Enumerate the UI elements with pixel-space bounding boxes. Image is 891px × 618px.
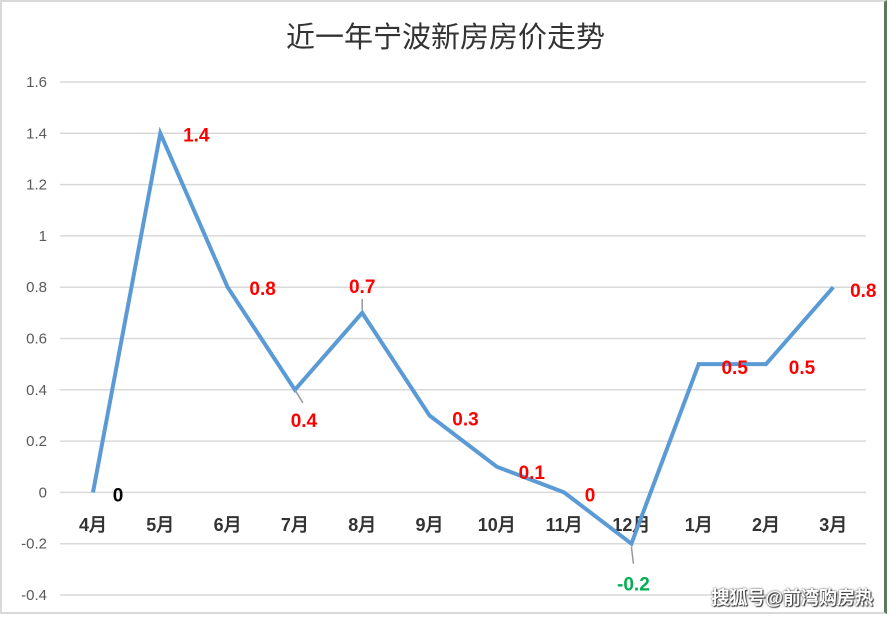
data-label: 1.4 bbox=[183, 125, 210, 146]
data-label: 0 bbox=[585, 485, 596, 506]
data-label: 0.5 bbox=[721, 358, 748, 379]
y-tick-label: 1.4 bbox=[26, 125, 47, 142]
leader-line bbox=[630, 546, 635, 564]
data-label: 0.8 bbox=[249, 279, 275, 300]
y-tick-label: 0.6 bbox=[26, 331, 47, 348]
data-label: 0.3 bbox=[452, 409, 478, 430]
x-tick-label: 10月 bbox=[478, 515, 516, 535]
data-label: 0.5 bbox=[789, 358, 816, 379]
data-label: -0.2 bbox=[617, 575, 650, 596]
x-tick-label: 4月 bbox=[79, 515, 107, 535]
x-tick-label: 11月 bbox=[546, 515, 583, 535]
y-tick-label: -0.4 bbox=[21, 587, 47, 604]
y-tick-label: 0.8 bbox=[26, 279, 47, 296]
y-tick-label: -0.2 bbox=[21, 536, 47, 553]
series-line bbox=[91, 126, 835, 547]
x-tick-label: 8月 bbox=[348, 515, 376, 535]
chart-title: 近一年宁波新房房价走势 bbox=[285, 20, 605, 54]
y-tick-label: 0.4 bbox=[26, 382, 47, 399]
data-label: 0.8 bbox=[850, 281, 876, 302]
x-tick-label: 5月 bbox=[146, 515, 174, 535]
x-tick-label: 2月 bbox=[752, 515, 780, 535]
x-tick-label: 7月 bbox=[281, 515, 309, 535]
y-tick-label: 0.2 bbox=[26, 433, 47, 450]
data-label: 0 bbox=[113, 485, 124, 506]
x-tick-label: 6月 bbox=[214, 515, 242, 535]
y-tick-label: 1 bbox=[39, 228, 47, 245]
data-label: 0.7 bbox=[349, 277, 375, 298]
y-tick-label: 0 bbox=[39, 484, 47, 501]
x-tick-label: 3月 bbox=[819, 515, 847, 535]
leader-line bbox=[294, 389, 304, 404]
data-label: 0.4 bbox=[291, 411, 318, 432]
x-tick-label: 1月 bbox=[685, 515, 713, 535]
y-tick-label: 1.6 bbox=[26, 74, 47, 91]
data-label: 0.1 bbox=[519, 463, 546, 484]
x-tick-label: 9月 bbox=[415, 515, 443, 535]
y-tick-label: 1.2 bbox=[26, 177, 47, 194]
watermark: 搜狐号@前湾购房热 bbox=[711, 588, 873, 608]
